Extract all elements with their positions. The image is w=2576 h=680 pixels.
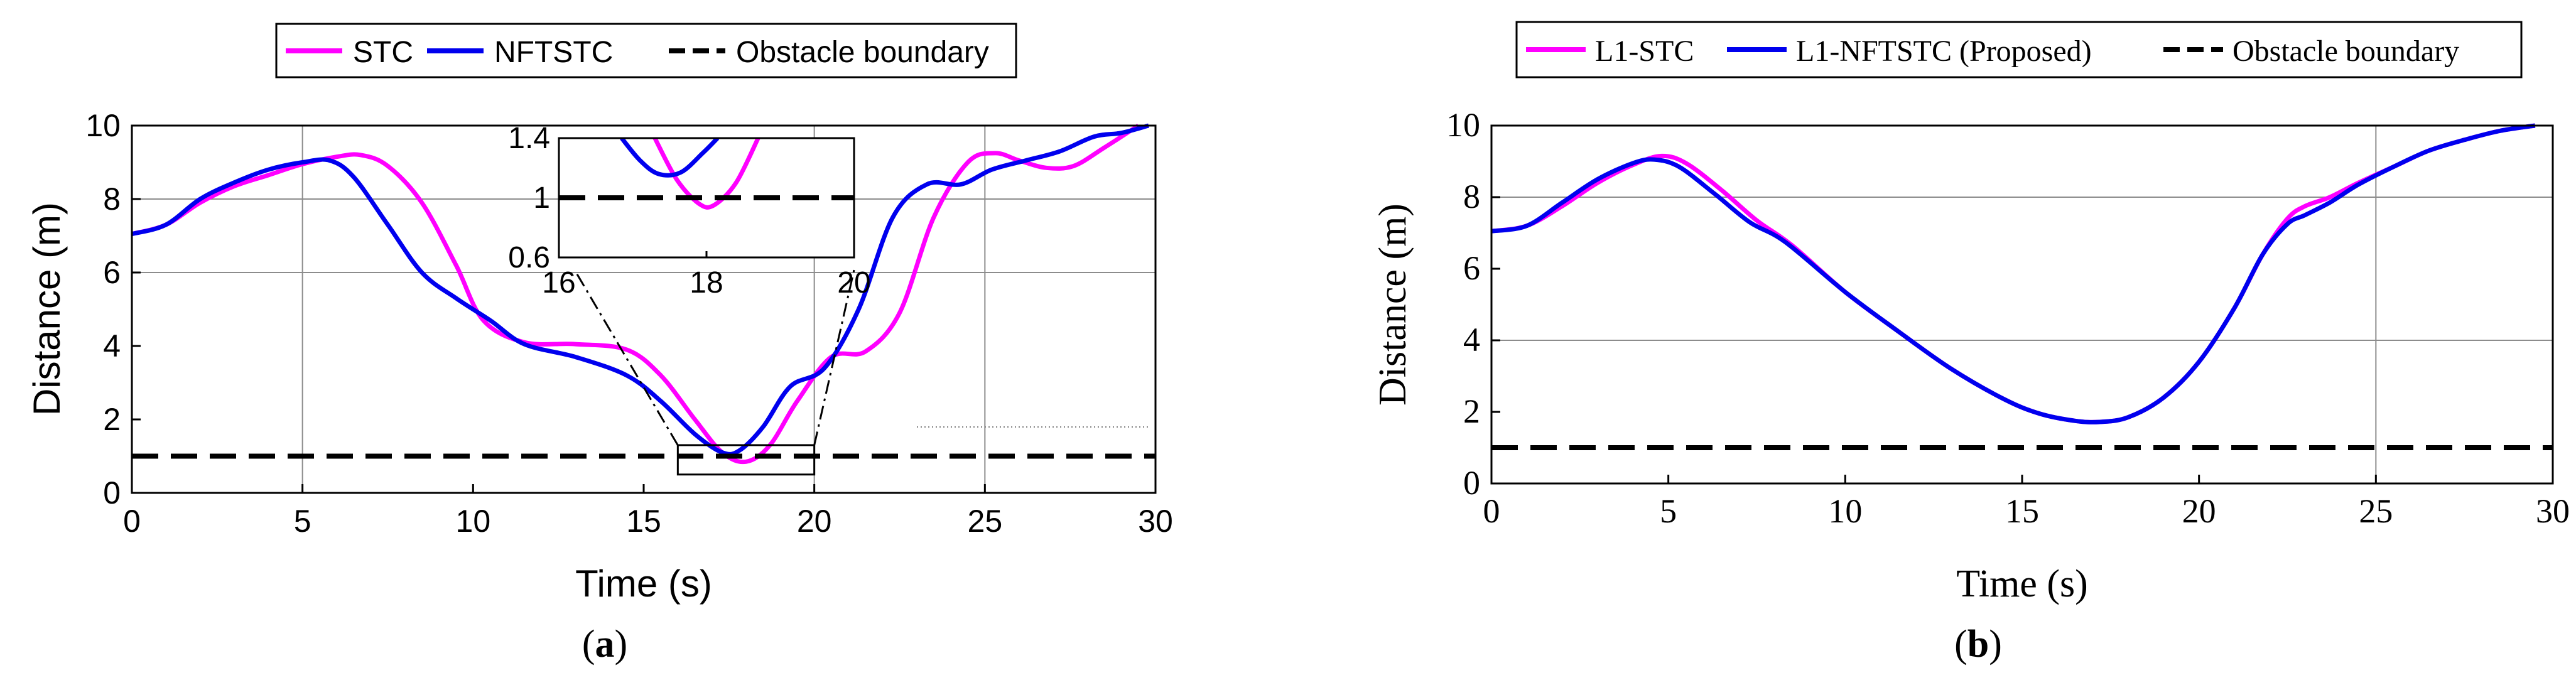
panel-a-inset: 16 18 20 0.6 1 1.4 bbox=[508, 122, 870, 300]
panel-b-legend: L1-STC L1-NFTSTC (Proposed) Obstacle bou… bbox=[1515, 21, 2523, 78]
x-tick-label-15: 15 bbox=[626, 504, 661, 539]
panel-a-inset-tick-labels: 16 18 20 0.6 1 1.4 bbox=[508, 122, 870, 300]
panel-b-panel-label: (b) bbox=[1954, 623, 2002, 666]
panel-b-ylabel: Distance (m) bbox=[1372, 203, 1414, 406]
inset-series-line-nftstc bbox=[620, 138, 720, 178]
panel-a-tick-labels: 0 5 10 15 20 25 30 0 2 4 6 8 10 bbox=[85, 108, 1172, 539]
inset-x-tick-label-16: 16 bbox=[542, 266, 575, 300]
panel-a-ticks bbox=[131, 124, 1157, 494]
x-tick-label-10: 10 bbox=[1828, 492, 1862, 530]
panel-a-inset-lines bbox=[559, 138, 854, 210]
panel-b-gridlines bbox=[1491, 126, 2553, 483]
panel-b-legend-box bbox=[1515, 21, 2523, 78]
panel-a-zoom-rectangle bbox=[676, 444, 816, 476]
x-tick-label-30: 30 bbox=[1138, 504, 1173, 539]
y-tick-label-2: 2 bbox=[103, 402, 121, 437]
panel-b: 0 5 10 15 20 25 30 0 2 4 6 8 10 Time (s) Distance (m… bbox=[1372, 21, 2570, 666]
panel-a-inset-ticks bbox=[558, 137, 855, 259]
y-tick-label-10: 10 bbox=[1446, 106, 1480, 144]
panel-b-tick-labels: 0 5 10 15 20 25 30 0 2 4 6 8 10 bbox=[1446, 106, 2570, 530]
x-tick-label-20: 20 bbox=[797, 504, 832, 539]
x-tick-label-25: 25 bbox=[2359, 492, 2393, 530]
inset-y-tick-label-1-4: 1.4 bbox=[508, 122, 550, 155]
panel-a-panel-label: (a) bbox=[582, 623, 627, 666]
panel-b-plot-lines bbox=[1491, 123, 2553, 450]
panel-a-xlabel: Time (s) bbox=[575, 563, 712, 605]
panel-b-ticks bbox=[1490, 124, 2554, 485]
y-tick-label-4: 4 bbox=[1463, 321, 1480, 359]
legend-label-l1-nftstc: L1-NFTSTC (Proposed) bbox=[1796, 35, 2092, 68]
x-tick-label-0: 0 bbox=[1483, 492, 1500, 530]
panel-a-legend-box bbox=[275, 23, 1017, 78]
series-line-l1-stc bbox=[1491, 123, 2536, 424]
panel-a-plot-lines bbox=[131, 123, 1155, 465]
x-tick-label-30: 30 bbox=[2536, 492, 2570, 530]
panel-b-axes-box bbox=[1490, 124, 2554, 485]
x-tick-label-5: 5 bbox=[294, 504, 311, 539]
y-tick-label-6: 6 bbox=[103, 255, 121, 290]
inset-y-tick-label-1: 1 bbox=[533, 181, 550, 215]
series-line-nftstc bbox=[131, 123, 1150, 456]
series-line-l1-nftstc-proposed bbox=[1491, 123, 2536, 424]
y-tick-label-2: 2 bbox=[1463, 392, 1480, 430]
y-tick-label-6: 6 bbox=[1463, 249, 1480, 287]
y-tick-label-4: 4 bbox=[103, 328, 121, 364]
legend-label-l1-stc: L1-STC bbox=[1595, 35, 1694, 68]
y-tick-label-8: 8 bbox=[103, 181, 121, 217]
x-tick-label-25: 25 bbox=[968, 504, 1003, 539]
x-tick-label-0: 0 bbox=[123, 504, 141, 539]
inset-y-tick-label-0-6: 0.6 bbox=[508, 241, 550, 274]
panel-b-panel-letter: b bbox=[1967, 623, 1989, 666]
panel-a-zoom-connector-left bbox=[573, 269, 679, 446]
panel-b-xlabel: Time (s) bbox=[1956, 563, 2088, 605]
panel-a: 0 5 10 15 20 25 30 0 2 4 6 8 10 Time (s) Distance (m… bbox=[26, 23, 1173, 666]
legend-label-obstacle: Obstacle boundary bbox=[736, 36, 989, 69]
x-tick-label-20: 20 bbox=[2182, 492, 2216, 530]
panel-a-legend: STC NFTSTC Obstacle boundary bbox=[275, 23, 1017, 78]
inset-x-tick-label-18: 18 bbox=[690, 266, 723, 300]
y-tick-label-0: 0 bbox=[103, 475, 121, 510]
y-tick-label-0: 0 bbox=[1463, 464, 1480, 502]
x-tick-label-10: 10 bbox=[456, 504, 491, 539]
panel-a-ylabel: Distance (m) bbox=[26, 202, 68, 416]
x-tick-label-15: 15 bbox=[2005, 492, 2039, 530]
inset-x-tick-label-20: 20 bbox=[837, 266, 870, 300]
y-tick-label-8: 8 bbox=[1463, 178, 1480, 215]
panel-a-panel-letter: a bbox=[595, 623, 615, 666]
panel-a-zoom-connector-right bbox=[813, 269, 855, 446]
x-tick-label-5: 5 bbox=[1660, 492, 1677, 530]
legend-label-nftstc: NFTSTC bbox=[494, 36, 613, 69]
legend-label-obstacle-b: Obstacle boundary bbox=[2232, 35, 2459, 68]
legend-label-stc: STC bbox=[353, 36, 413, 69]
y-tick-label-10: 10 bbox=[85, 108, 121, 143]
